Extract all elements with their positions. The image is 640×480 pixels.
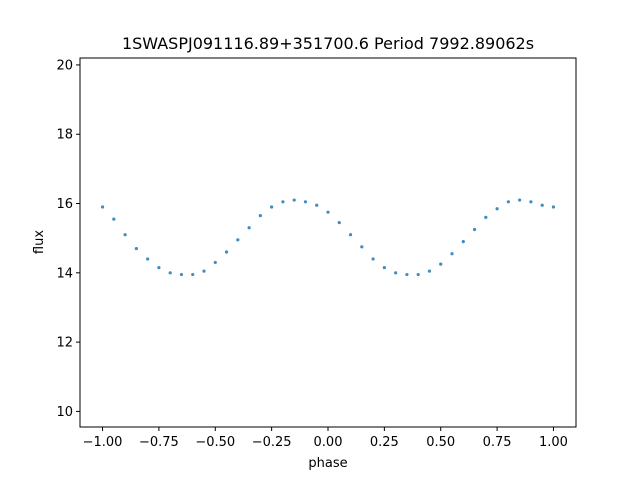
data-point	[416, 272, 420, 277]
data-point	[270, 205, 274, 209]
data-point	[506, 200, 510, 204]
data-point	[529, 200, 533, 204]
data-point	[427, 269, 432, 273]
data-point	[371, 257, 375, 261]
plot-frame	[79, 57, 577, 428]
data-point	[394, 271, 398, 275]
x-tick-label: 1.00	[539, 435, 568, 450]
x-tick-label: −0.25	[252, 435, 292, 450]
x-tick-label: 0.25	[370, 435, 399, 450]
y-tick-label: 20	[56, 58, 73, 73]
data-point	[100, 205, 105, 209]
x-tick-label: −0.50	[195, 435, 235, 450]
data-point	[258, 214, 262, 218]
data-point	[472, 227, 477, 232]
x-tick-label: 0.75	[483, 435, 512, 450]
x-axis-label: phase	[308, 456, 347, 471]
y-tick-label: 14	[56, 266, 73, 281]
data-point	[224, 250, 229, 254]
x-axis: −1.00 −0.75 −0.50 −0.25 0.00 0.25 0.50 0.75 1.00	[83, 427, 568, 450]
data-point	[191, 272, 195, 277]
data-point	[123, 233, 127, 237]
chart-title: 1SWASPJ091116.89+351700.6 Period 7992.89…	[122, 34, 534, 53]
data-point	[484, 215, 488, 219]
data-point	[168, 271, 172, 275]
data-point	[495, 207, 499, 211]
data-point	[461, 240, 465, 244]
x-tick-label: 0.00	[314, 435, 343, 450]
data-point	[112, 217, 116, 221]
data-point	[439, 262, 443, 266]
data-point	[292, 198, 296, 202]
data-point	[179, 272, 184, 277]
x-tick-label: −1.00	[83, 435, 123, 450]
data-point	[337, 220, 341, 225]
data-point	[281, 200, 285, 204]
data-points	[100, 198, 556, 277]
data-point	[247, 226, 251, 230]
data-point	[348, 233, 353, 237]
y-tick-label: 12	[56, 336, 73, 351]
data-point	[326, 210, 330, 214]
data-point	[202, 269, 206, 273]
data-point	[157, 266, 161, 270]
data-point	[303, 200, 308, 204]
y-tick-label: 10	[56, 405, 73, 420]
data-point	[236, 238, 240, 242]
data-point	[450, 252, 454, 256]
data-point	[360, 245, 364, 249]
data-point	[213, 260, 217, 265]
y-axis: 10 12 14 16 18 20	[56, 58, 80, 420]
x-tick-label: −0.75	[139, 435, 179, 450]
data-point	[518, 198, 522, 202]
data-point	[382, 266, 386, 270]
data-point	[540, 203, 544, 207]
data-point	[551, 205, 556, 209]
data-point	[405, 272, 409, 277]
y-axis-label: flux	[32, 230, 47, 254]
y-tick-label: 18	[56, 128, 73, 143]
x-tick-label: 0.50	[426, 435, 455, 450]
data-point	[315, 203, 319, 207]
data-point	[146, 257, 150, 261]
data-point	[134, 246, 138, 251]
y-tick-label: 16	[56, 197, 73, 212]
